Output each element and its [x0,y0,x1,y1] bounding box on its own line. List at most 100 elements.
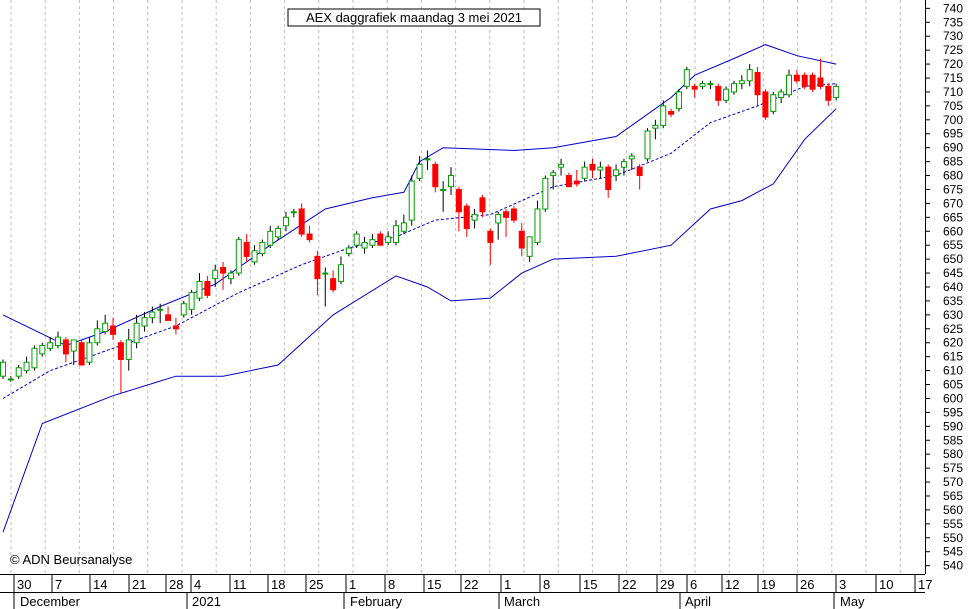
candle-body [298,208,305,235]
candle-up [15,365,22,379]
price-tick-label: 700 [943,113,963,127]
candle-up [94,320,101,346]
price-tick-label: 685 [943,155,963,169]
candle-body [235,239,242,274]
candle-down [573,169,580,187]
chart-title-box [287,8,541,27]
candle-body [589,163,596,171]
candle-down [605,164,612,198]
candle-body [518,230,525,249]
candle-body [738,80,745,85]
price-tick-label: 590 [943,419,963,433]
price-tick-label: 725 [943,43,963,57]
price-tick-label: 675 [943,182,963,196]
candle-body [424,158,431,161]
candle-body [196,280,203,299]
candle-body [78,342,85,366]
candle-up [628,153,635,170]
candle-up [102,314,109,335]
candle-body [0,361,6,377]
candle-body [778,91,785,99]
candle-up [133,314,140,349]
candle-body [825,85,832,101]
candle-down [330,270,337,293]
date-tick-label: 26 [800,577,814,592]
candle-body [565,175,572,188]
candle-body [377,233,384,246]
candle-down [793,69,800,84]
date-tick-label: 22 [622,577,636,592]
candle-body [188,292,195,310]
price-tick-label: 605 [943,378,963,392]
price-tick-label: 645 [943,266,963,280]
price-tick-label: 710 [943,85,963,99]
price-tick-label: 660 [943,224,963,238]
candle-up [345,245,352,257]
candle-down [487,228,494,265]
candle-up [534,200,541,246]
price-tick-label: 665 [943,210,963,224]
candle-body [55,336,62,347]
price-tick-label: 600 [943,391,963,405]
candle-up [542,175,549,212]
candle-body [408,180,415,221]
price-tick-label: 640 [943,280,963,294]
candle-down [78,339,85,366]
month-label: February [350,594,403,609]
candle-body [117,342,124,360]
candle-up [235,236,242,276]
candle-body [455,188,462,213]
candle-body [141,317,148,327]
candle-body [172,325,179,330]
candle-body [361,241,368,249]
candle-body [31,347,38,369]
candle-up [188,289,195,315]
candle-up [290,208,297,218]
candle-up [259,239,266,257]
candle-body [597,166,604,171]
copyright-notice: © ADN Beursanalyse [10,552,132,567]
candle-down [762,89,769,120]
date-tick-label: 30 [17,577,31,592]
bollinger-middle-line [2,83,837,399]
date-tick-label: 25 [309,577,323,592]
candle-down [479,195,486,218]
chart-title: AEX daggrafiek maandag 3 mei 2021 [306,10,522,25]
price-tick-label: 620 [943,336,963,350]
candle-body [220,266,227,274]
candle-up [196,273,203,301]
candle-down [809,72,816,92]
candle-down [220,261,227,290]
candle-up [652,119,659,140]
date-tick-label: 28 [169,577,183,592]
price-tick-label: 705 [943,99,963,113]
candle-body [275,227,282,238]
date-tick-label: 18 [271,577,285,592]
month-label: March [504,594,540,609]
candle-down [204,275,211,299]
candle-body [573,180,580,185]
candle-up [70,339,77,366]
candle-up [770,91,777,115]
candle-down [589,158,596,179]
candle-up [730,80,737,95]
price-tick-label: 555 [943,517,963,531]
candle-body [660,105,667,126]
candle-body [479,197,486,213]
candle-up [157,303,164,324]
candle-body [393,225,399,243]
candle-body [746,69,753,82]
candle-body [448,175,455,188]
candle-up [786,69,792,98]
candle-down [754,66,761,106]
candle-up [47,337,54,352]
candle-up [251,245,258,265]
candle-body [62,339,69,355]
date-tick-label: 19 [761,577,775,592]
candle-body [620,161,627,168]
candle-up [180,300,187,318]
candle-up [212,264,219,287]
price-tick-label: 635 [943,294,963,308]
candle-body [605,166,612,190]
date-tick-label: 7 [55,577,62,592]
